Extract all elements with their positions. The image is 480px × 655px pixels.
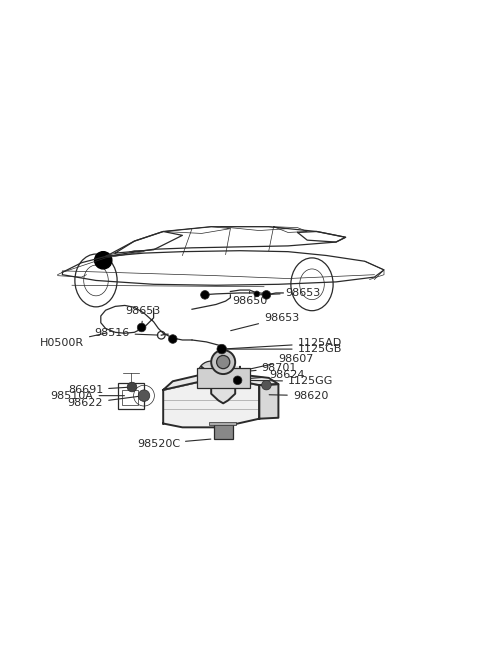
- Circle shape: [211, 350, 235, 374]
- Text: 98516: 98516: [95, 328, 158, 338]
- Polygon shape: [163, 381, 259, 427]
- Text: 1125AD: 1125AD: [225, 339, 342, 349]
- Circle shape: [127, 383, 137, 392]
- Circle shape: [254, 291, 260, 297]
- Text: 98607: 98607: [245, 354, 314, 370]
- Text: 98653: 98653: [126, 306, 161, 325]
- Polygon shape: [259, 384, 278, 419]
- Text: 98510A: 98510A: [51, 390, 124, 401]
- Text: 1125GG: 1125GG: [240, 376, 334, 386]
- Circle shape: [138, 390, 150, 402]
- Circle shape: [198, 361, 225, 388]
- Circle shape: [233, 376, 242, 384]
- Circle shape: [217, 345, 227, 354]
- Circle shape: [95, 252, 112, 269]
- Text: 98520C: 98520C: [137, 439, 211, 449]
- Bar: [209, 422, 236, 425]
- Bar: [197, 368, 250, 388]
- Bar: [118, 383, 144, 409]
- Text: 98701: 98701: [214, 364, 297, 374]
- Bar: [122, 390, 138, 405]
- Text: 98622: 98622: [68, 396, 141, 408]
- Circle shape: [201, 291, 209, 299]
- Circle shape: [168, 335, 177, 343]
- Circle shape: [262, 291, 271, 299]
- Circle shape: [216, 356, 230, 369]
- Text: 86691: 86691: [68, 385, 129, 395]
- Text: 1125GB: 1125GB: [225, 344, 342, 354]
- Circle shape: [137, 323, 146, 332]
- Text: H0500R: H0500R: [40, 333, 107, 348]
- Circle shape: [262, 381, 271, 390]
- Bar: [214, 424, 233, 439]
- Polygon shape: [163, 375, 278, 390]
- Text: 98624: 98624: [229, 371, 304, 381]
- Text: 98650: 98650: [232, 291, 267, 306]
- Text: 98653: 98653: [260, 288, 321, 298]
- Text: 98620: 98620: [269, 390, 328, 401]
- Circle shape: [204, 367, 219, 383]
- Polygon shape: [202, 367, 240, 403]
- Text: 98653: 98653: [231, 313, 299, 331]
